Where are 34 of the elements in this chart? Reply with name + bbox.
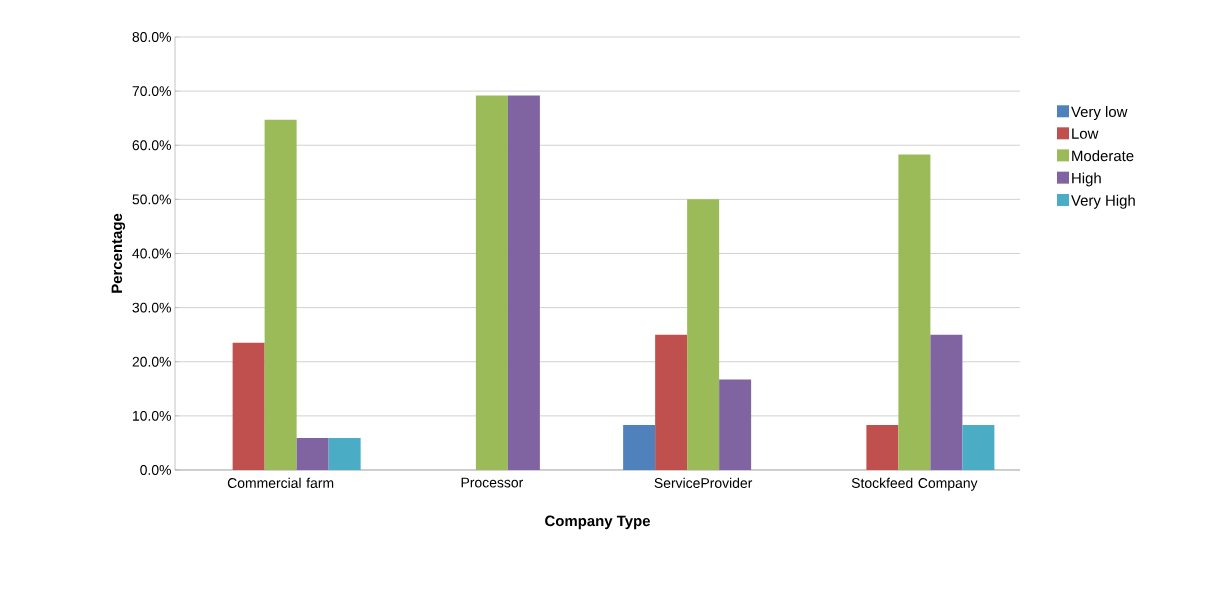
bar [687,199,720,470]
x-tick-label: Stockfeed Company [851,477,978,491]
y-tick-label: 50.0% [132,194,171,205]
legend-label: Very High [1071,194,1135,209]
bar [296,438,329,470]
bar [866,425,899,470]
bar [328,438,361,470]
bar [719,379,752,470]
y-tick-label: 10.0% [133,410,171,421]
legend-label: Moderate [1072,150,1134,162]
bar [930,334,963,470]
x-tick-label: Commercial farm [227,477,334,488]
y-tick-label: 40.0% [132,248,171,259]
y-tick-label: 0.0% [140,465,171,475]
y-tick-label: 60.0% [132,140,171,151]
x-tick-label: Processor [461,477,524,488]
legend-label: Very low [1071,106,1128,121]
bar [475,95,508,470]
y-tick-label: 80.0% [132,32,171,42]
bar [232,342,265,470]
bar [264,119,297,470]
y-tick-label: 70.0% [132,86,171,97]
bar [898,154,931,470]
y-tick-label: 30.0% [132,302,171,313]
bar [507,95,540,470]
bar [623,425,656,470]
bar [655,334,688,470]
x-tick-label: ServiceProvider [654,477,753,488]
y-tick-label: 20.0% [132,356,171,367]
bar [962,425,995,470]
legend-label: High [1072,172,1101,187]
x-axis-title: Company Type [545,515,650,530]
legend-label: Low [1072,128,1099,139]
y-axis-title: Percentage [111,213,126,293]
